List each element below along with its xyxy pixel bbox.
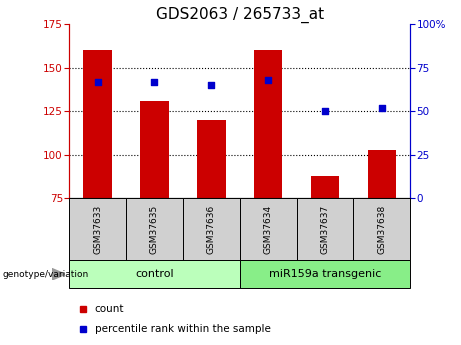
Text: percentile rank within the sample: percentile rank within the sample: [95, 324, 271, 334]
Text: genotype/variation: genotype/variation: [2, 270, 89, 279]
Bar: [83, 50, 112, 198]
Bar: [183, 198, 240, 260]
Text: GSM37637: GSM37637: [320, 205, 330, 254]
Text: GSM37638: GSM37638: [378, 205, 386, 254]
Text: GSM37636: GSM37636: [207, 205, 216, 254]
Text: control: control: [135, 269, 174, 279]
Bar: [368, 150, 396, 198]
Bar: [354, 198, 410, 260]
Point: [207, 82, 215, 88]
Point: [94, 79, 101, 85]
Text: miR159a transgenic: miR159a transgenic: [269, 269, 381, 279]
Bar: [69, 260, 240, 288]
Point: [265, 77, 272, 83]
Title: GDS2063 / 265733_at: GDS2063 / 265733_at: [156, 7, 324, 23]
Bar: [197, 120, 225, 198]
Bar: [126, 198, 183, 260]
Text: GSM37635: GSM37635: [150, 205, 159, 254]
Bar: [240, 198, 296, 260]
Polygon shape: [52, 268, 65, 280]
Bar: [296, 198, 354, 260]
Bar: [140, 101, 169, 198]
Text: count: count: [95, 304, 124, 314]
Text: GSM37634: GSM37634: [264, 205, 272, 254]
Bar: [240, 260, 410, 288]
Bar: [69, 198, 126, 260]
Bar: [254, 50, 282, 198]
Text: GSM37633: GSM37633: [93, 205, 102, 254]
Point: [151, 79, 158, 85]
Point: [321, 109, 329, 114]
Point: [378, 105, 385, 110]
Bar: [311, 176, 339, 198]
